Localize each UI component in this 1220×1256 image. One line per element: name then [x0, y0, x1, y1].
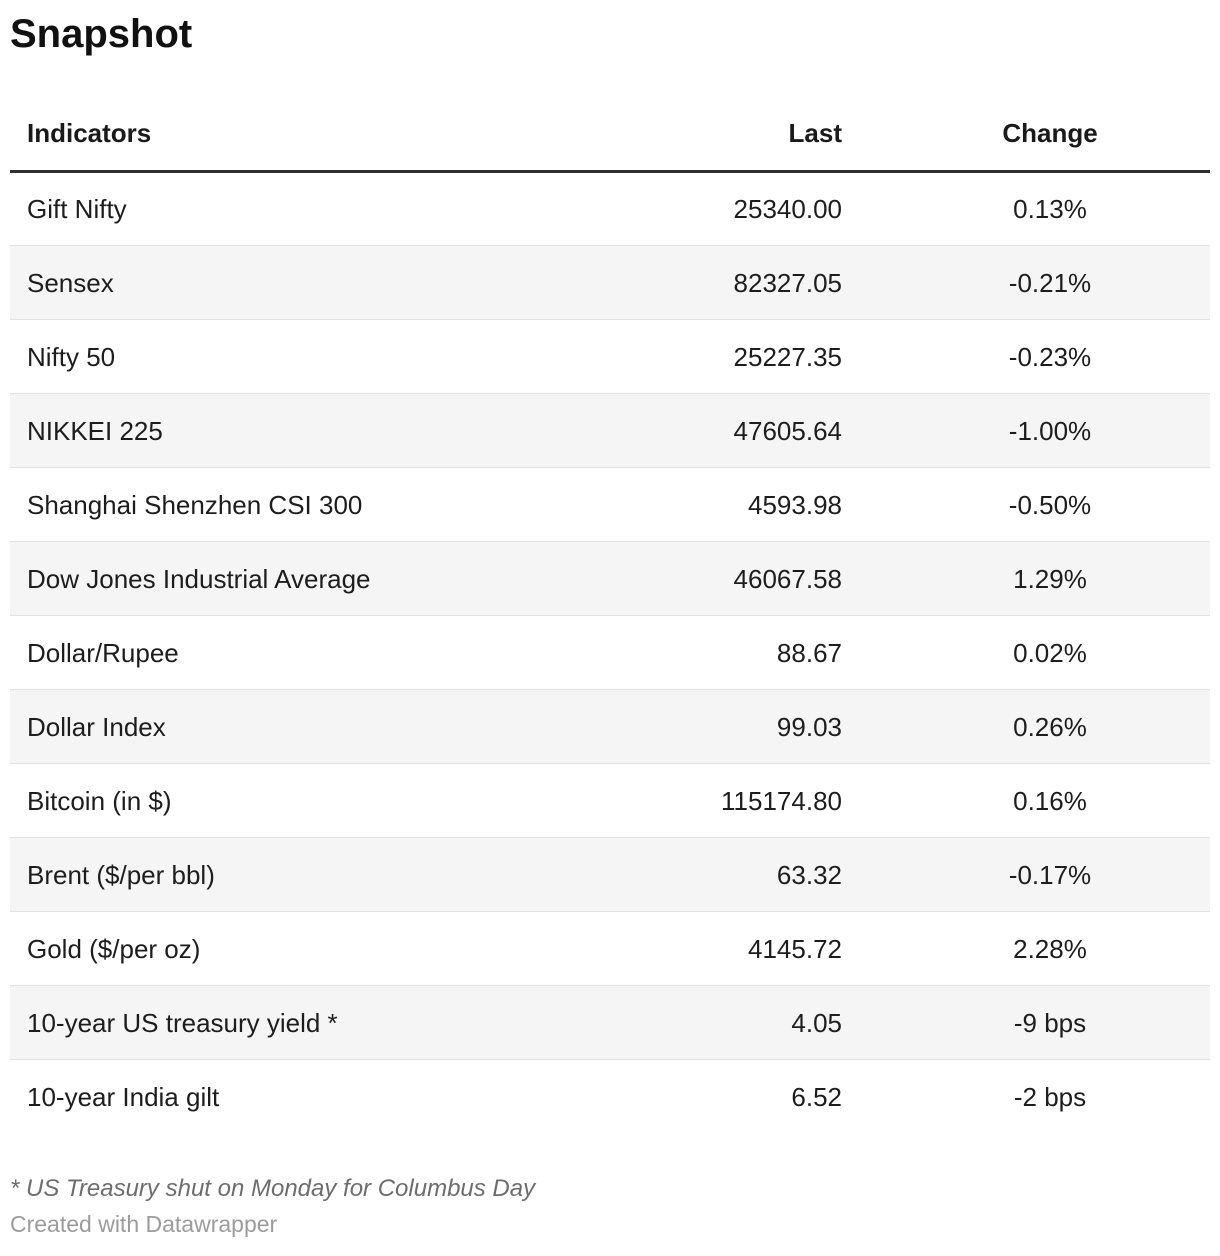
column-header-last: Last — [640, 99, 890, 173]
change-cell: -0.17% — [890, 837, 1210, 912]
datawrapper-attribution-link[interactable]: Created with Datawrapper — [10, 1210, 278, 1237]
page-title: Snapshot — [10, 12, 193, 56]
last-cell: 46067.58 — [640, 541, 890, 616]
indicator-cell: Sensex — [10, 245, 640, 320]
table-row: 10-year India gilt 6.52 -2 bps — [10, 1059, 1210, 1134]
last-cell: 115174.80 — [640, 763, 890, 838]
indicator-cell: Nifty 50 — [10, 319, 640, 394]
change-cell: 0.02% — [890, 615, 1210, 690]
change-cell: 0.13% — [1013, 194, 1087, 224]
change-cell: -2 bps — [890, 1059, 1210, 1134]
indicator-cell: 10-year US treasury yield * — [10, 985, 640, 1060]
last-cell: 25340.00 — [733, 194, 842, 224]
column-header-indicators: Indicators — [10, 99, 640, 173]
table-row: Brent ($/per bbl) 63.32 -0.17% — [10, 837, 1210, 912]
change-cell: 2.28% — [890, 911, 1210, 986]
indicators-table: Indicators Last Change Gift Nifty 25340.0… — [10, 99, 1210, 1134]
last-cell: 4.05 — [640, 985, 890, 1060]
indicator-cell: Gold ($/per oz) — [10, 911, 640, 986]
table-row: Bitcoin (in $) 115174.80 0.16% — [10, 763, 1210, 838]
table-row: NIKKEI 225 47605.64 -1.00% — [10, 393, 1210, 468]
indicator-cell: Brent ($/per bbl) — [10, 837, 640, 912]
last-cell: 25227.35 — [640, 319, 890, 394]
last-cell: 47605.64 — [640, 393, 890, 468]
change-cell: -0.23% — [890, 319, 1210, 394]
table-row: Dollar Index 99.03 0.26% — [10, 689, 1210, 764]
indicator-cell: Dollar/Rupee — [10, 615, 640, 690]
last-cell: 4593.98 — [640, 467, 890, 542]
indicator-cell: Dow Jones Industrial Average — [10, 541, 640, 616]
last-cell: 88.67 — [640, 615, 890, 690]
table-row: Dollar/Rupee 88.67 0.02% — [10, 615, 1210, 690]
indicator-cell: Bitcoin (in $) — [10, 763, 640, 838]
table-body: Gift Nifty 25340.00 0.13% Sensex 82327.05 -0.… — [10, 172, 1210, 1134]
change-cell: -0.50% — [890, 467, 1210, 542]
table-row: Shanghai Shenzhen CSI 300 4593.98 -0.50% — [10, 467, 1210, 542]
indicator-cell: NIKKEI 225 — [10, 393, 640, 468]
last-cell: 4145.72 — [640, 911, 890, 986]
table-row: Gift Nifty 25340.00 0.13% — [10, 172, 1210, 246]
change-cell: 0.26% — [890, 689, 1210, 764]
table-row: Sensex 82327.05 -0.21% — [10, 245, 1210, 320]
change-cell: 1.29% — [890, 541, 1210, 616]
table-header-row: Indicators Last Change — [10, 99, 1210, 173]
change-cell: 0.16% — [890, 763, 1210, 838]
table-row: 10-year US treasury yield * 4.05 -9 bps — [10, 985, 1210, 1060]
table-row: Dow Jones Industrial Average 46067.58 1.29… — [10, 541, 1210, 616]
change-cell: -9 bps — [890, 985, 1210, 1060]
footnote: * US Treasury shut on Monday for Columbu… — [10, 1174, 536, 1202]
indicator-cell: Dollar Index — [10, 689, 640, 764]
column-header-change: Change — [890, 99, 1210, 173]
last-cell: 63.32 — [640, 837, 890, 912]
indicator-cell: 10-year India gilt — [10, 1059, 640, 1134]
indicator-cell: Gift Nifty — [27, 194, 127, 224]
table-row: Nifty 50 25227.35 -0.23% — [10, 319, 1210, 394]
last-cell: 6.52 — [640, 1059, 890, 1134]
indicator-cell: Shanghai Shenzhen CSI 300 — [10, 467, 640, 542]
last-cell: 82327.05 — [640, 245, 890, 320]
table-row: Gold ($/per oz) 4145.72 2.28% — [10, 911, 1210, 986]
last-cell: 99.03 — [640, 689, 890, 764]
change-cell: -1.00% — [890, 393, 1210, 468]
change-cell: -0.21% — [890, 245, 1210, 320]
datawrapper-table-embed: Snapshot Indicators Last Change Gift Nif… — [0, 10, 1220, 1238]
